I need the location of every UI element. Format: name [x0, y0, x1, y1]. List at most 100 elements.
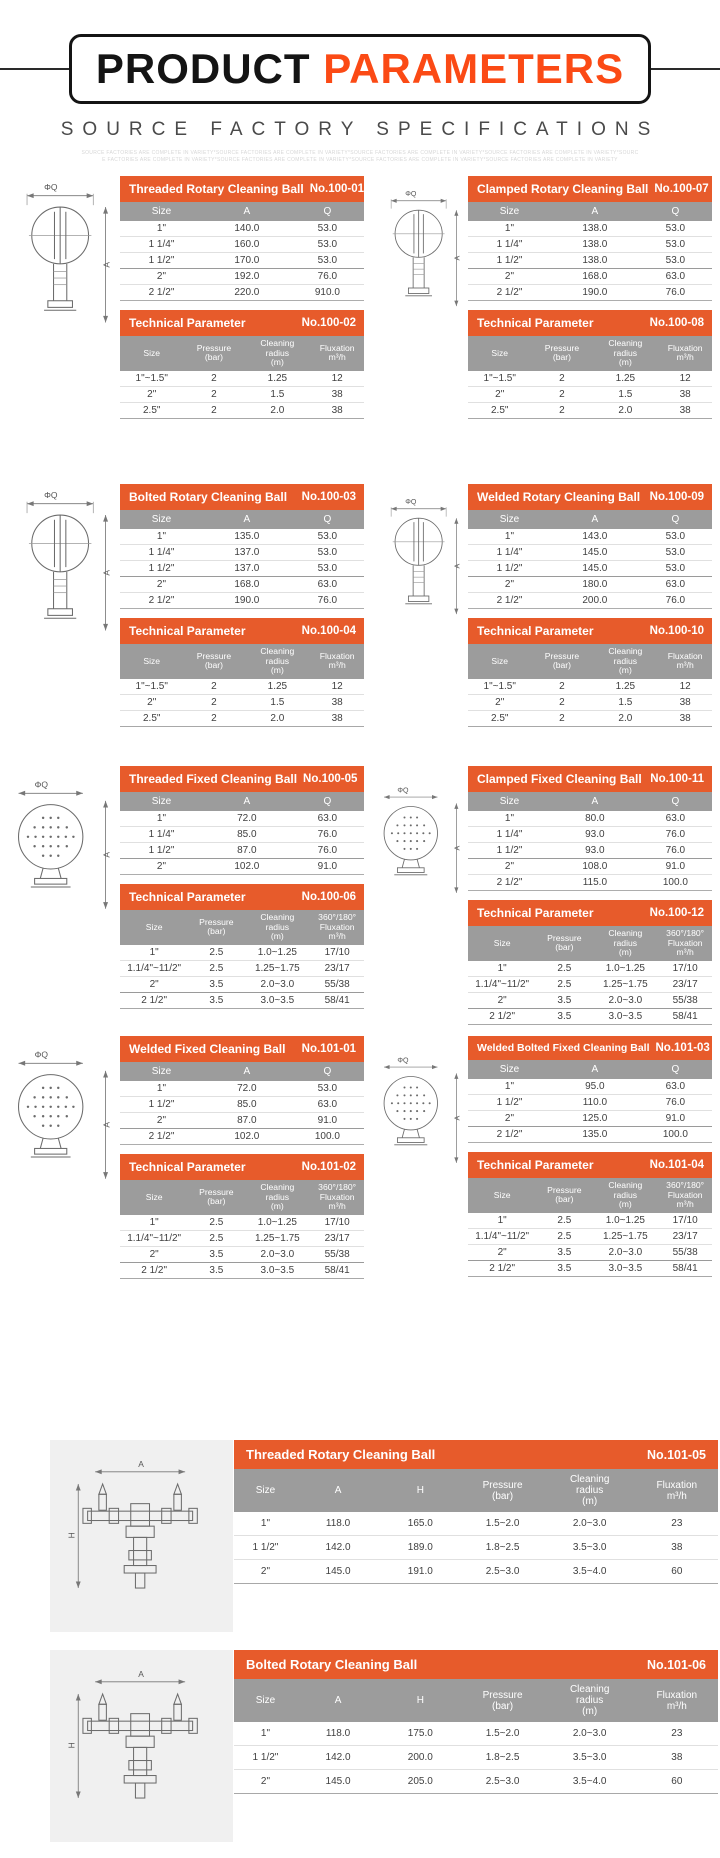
- table-cell: 1.1/4"~11/2": [468, 1228, 537, 1245]
- size-table: Size A Q 1" 72.0 63.0 1 1/4" 85.0 76.0 1 1/2" 87.…: [120, 792, 364, 875]
- table-cell: 2": [120, 386, 184, 403]
- table-cell: 1": [468, 221, 551, 237]
- table-cell: 220.0: [202, 284, 291, 301]
- column-header: Cleaning radius (m): [592, 336, 659, 371]
- table-cell: 58/41: [658, 1260, 712, 1277]
- table-cell: 1.25~1.75: [244, 960, 311, 977]
- column-header: Size: [468, 644, 532, 679]
- table-row: 2" 102.0 91.0: [120, 858, 364, 875]
- table-cell: 1 1/4": [120, 236, 203, 253]
- table-row: 1" 118.0 175.0 1.5~2.0 2.0~3.0 23: [234, 1722, 718, 1746]
- table-cell: 2": [120, 694, 184, 711]
- table-row: 1 1/2" 145.0 53.0: [468, 560, 712, 577]
- table-cell: 1 1/2": [120, 252, 203, 269]
- table-cell: 17/10: [658, 1212, 712, 1229]
- table-cell: 165.0: [379, 1512, 462, 1536]
- column-header: Size: [468, 792, 551, 811]
- table-body: 1" 80.0 63.0 1 1/4" 93.0 76.0 1 1/2" 93.0 76.0 2"…: [468, 811, 712, 891]
- table-cell: 2.5": [468, 402, 532, 419]
- technical-parameter-table: Size Pressure (bar) Cleaning radius (m) Flu…: [468, 644, 712, 727]
- table-body: 1"~1.5" 2 1.25 12 2" 2 1.5 38 2.5" 2 2.0 38: [120, 370, 364, 419]
- fixed-ball-drawing: [374, 766, 468, 920]
- table-title-bar: Technical Parameter No.100-10: [468, 618, 712, 644]
- table-cell: 38: [658, 710, 712, 727]
- table-cell: 145.0: [550, 560, 639, 577]
- table-header-row: Size A Q: [120, 1062, 364, 1081]
- table-cell: 1 1/4": [120, 544, 203, 561]
- table-cell: 2 1/2": [468, 1008, 537, 1025]
- table-cell: 1": [120, 529, 203, 545]
- column-header: Pressure (bar): [188, 910, 245, 945]
- table-row: 1.1/4"~11/2" 2.5 1.25~1.75 23/17: [468, 976, 712, 993]
- table-row: 1 1/2" 110.0 76.0: [468, 1094, 712, 1111]
- table-row: 2" 2 1.5 38: [120, 694, 364, 711]
- table-cell: 2.5: [536, 960, 593, 977]
- table-cell: 2 1/2": [120, 1262, 189, 1279]
- column-header: Size: [120, 910, 189, 945]
- table-cell: 1 1/4": [468, 544, 551, 561]
- column-header: Pressure (bar): [183, 336, 245, 371]
- column-header: Size: [120, 1062, 203, 1081]
- table-cell: 1.1/4"~11/2": [120, 960, 189, 977]
- table-row: 1" 2.5 1.0~1.25 17/10: [120, 1214, 364, 1231]
- column-header: Size: [120, 792, 203, 811]
- table-title-bar: Bolted Rotary Cleaning Ball No.100-03: [120, 484, 364, 510]
- table-title-bar: Threaded Rotary Cleaning Ball No.101-05: [234, 1440, 718, 1469]
- table-cell: 63.0: [638, 811, 712, 827]
- table-cell: 2.5: [188, 944, 245, 961]
- table-cell: 138.0: [550, 236, 639, 253]
- table-row: 1 1/2" 85.0 63.0: [120, 1096, 364, 1113]
- table-number: No.101-01: [301, 1043, 356, 1055]
- table-number: No.100-09: [649, 491, 704, 503]
- table-cell: 1": [468, 1079, 551, 1095]
- table-cell: 2.5": [120, 710, 184, 727]
- table-title: Welded Bolted Fixed Cleaning Ball: [477, 1042, 650, 1054]
- table-row: 2" 192.0 76.0: [120, 268, 364, 285]
- table-number: No.100-03: [301, 491, 356, 503]
- table-title-bar: Technical Parameter No.100-08: [468, 310, 712, 336]
- column-header: 360°/180° Fluxation m³/h: [310, 1180, 364, 1215]
- table-cell: 1 1/2": [120, 560, 203, 577]
- column-header: Size: [468, 202, 551, 221]
- table-row: 2" 168.0 63.0: [120, 576, 364, 593]
- fixed-ball-drawing: [6, 1036, 120, 1202]
- table-cell: 200.0: [550, 592, 639, 609]
- table-cell: 23/17: [310, 960, 364, 977]
- table-cell: 1.0~1.25: [244, 944, 311, 961]
- table-cell: 100.0: [290, 1128, 364, 1145]
- table-cell: 63.0: [290, 811, 364, 827]
- table-cell: 2: [531, 678, 593, 695]
- table-cell: 2.5": [468, 710, 532, 727]
- table-header-row: Size A Q: [468, 1060, 712, 1079]
- table-number: No.101-06: [646, 1657, 706, 1672]
- technical-parameter-table: Size Pressure (bar) Cleaning radius (m) Flu…: [468, 336, 712, 419]
- table-cell: 95.0: [550, 1079, 639, 1095]
- table-cell: 1.1/4"~11/2": [120, 1230, 189, 1247]
- table-cell: 1.25~1.75: [244, 1230, 311, 1247]
- column-header: Size: [120, 1180, 189, 1215]
- table-cell: 1": [234, 1722, 297, 1746]
- column-header: A: [550, 1060, 639, 1079]
- table-header-row: Size Pressure (bar) Cleaning radius (m) 360…: [120, 1180, 364, 1215]
- table-cell: 2: [531, 386, 593, 403]
- table-cell: 53.0: [638, 252, 712, 269]
- table-cell: 2": [468, 858, 551, 875]
- table-title-bar: Technical Parameter No.100-02: [120, 310, 364, 336]
- table-cell: 80.0: [550, 811, 639, 827]
- table-cell: 55/38: [310, 976, 364, 993]
- table-title: Welded Fixed Cleaning Ball: [129, 1042, 286, 1056]
- table-cell: 2": [468, 268, 551, 285]
- table-row: 1.1/4"~11/2" 2.5 1.25~1.75 23/17: [120, 960, 364, 977]
- table-cell: 142.0: [296, 1745, 380, 1770]
- table-row: 1 1/4" 160.0 53.0: [120, 236, 364, 253]
- table-header-row: Size A Q: [468, 510, 712, 529]
- size-table: Size A Q 1" 95.0 63.0 1 1/2" 110.0 76.0 2" 125.0 9…: [468, 1060, 712, 1143]
- table-cell: 2.5: [536, 1228, 593, 1245]
- column-header: Pressure (bar): [183, 644, 245, 679]
- table-row: 1.1/4"~11/2" 2.5 1.25~1.75 23/17: [468, 1228, 712, 1245]
- table-row: 1" 118.0 165.0 1.5~2.0 2.0~3.0 23: [234, 1512, 718, 1536]
- table-cell: 1"~1.5": [120, 678, 184, 695]
- table-cell: 180.0: [550, 576, 639, 593]
- table-cell: 91.0: [290, 858, 364, 875]
- table-cell: 3.5~3.0: [543, 1535, 636, 1560]
